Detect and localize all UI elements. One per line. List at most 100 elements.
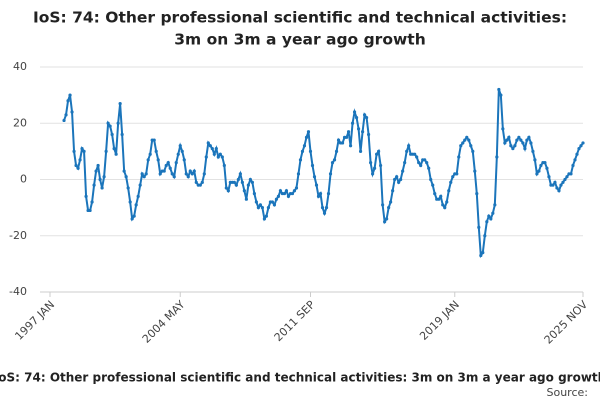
point — [262, 217, 267, 221]
point — [389, 200, 393, 204]
point — [324, 206, 329, 210]
point — [332, 158, 337, 162]
point — [417, 161, 421, 165]
point — [362, 113, 367, 117]
point — [561, 180, 565, 184]
point — [529, 141, 533, 145]
x-tick-label: 1997 JAN — [12, 298, 57, 343]
point — [164, 163, 168, 168]
point — [206, 141, 210, 145]
point — [503, 141, 507, 145]
point — [122, 169, 126, 173]
point — [330, 161, 335, 165]
point — [533, 158, 537, 162]
point — [511, 146, 515, 151]
point — [485, 220, 489, 224]
point — [344, 135, 349, 139]
point — [98, 177, 102, 182]
point — [497, 87, 501, 92]
point — [290, 191, 295, 196]
point — [210, 146, 214, 151]
point — [158, 172, 162, 176]
point — [110, 132, 114, 137]
point — [130, 217, 134, 221]
point — [531, 149, 535, 153]
point — [286, 194, 291, 198]
y-tick-label: -40 — [9, 285, 27, 298]
point — [340, 141, 345, 145]
point — [246, 183, 250, 187]
point — [581, 141, 585, 145]
point — [62, 118, 66, 123]
point — [385, 217, 389, 221]
point — [242, 189, 246, 193]
point — [116, 121, 120, 125]
point — [483, 234, 487, 238]
point — [517, 135, 521, 139]
point — [92, 183, 96, 187]
x-tick-label: 2019 JAN — [417, 298, 462, 343]
point — [182, 158, 186, 162]
point — [509, 144, 513, 148]
point — [579, 144, 583, 148]
point — [577, 146, 581, 151]
point — [539, 163, 543, 168]
point — [553, 180, 557, 184]
point — [336, 138, 341, 142]
y-tick-label: 0 — [20, 173, 27, 186]
point — [573, 158, 577, 162]
point — [350, 121, 355, 125]
point — [176, 152, 180, 156]
point — [146, 158, 150, 162]
point — [296, 172, 301, 176]
point — [128, 200, 132, 204]
point — [366, 132, 371, 137]
point — [443, 206, 447, 210]
point — [148, 152, 152, 156]
point — [513, 144, 517, 148]
point — [168, 166, 172, 170]
point — [449, 180, 453, 184]
point — [94, 169, 98, 173]
point — [266, 206, 271, 210]
point — [152, 138, 156, 142]
point — [457, 155, 461, 159]
point — [565, 175, 569, 179]
point — [276, 194, 281, 198]
point — [543, 161, 547, 165]
y-tick-label: 20 — [13, 116, 27, 129]
point — [310, 163, 315, 168]
point — [519, 138, 523, 142]
y-tick-label: -20 — [9, 229, 27, 242]
point — [154, 149, 158, 153]
point — [170, 172, 174, 176]
point — [156, 158, 160, 162]
x-tick-label: 2025 NOV — [542, 298, 591, 347]
point — [346, 130, 351, 134]
point — [234, 183, 238, 187]
point — [90, 200, 94, 204]
point — [190, 172, 194, 176]
point — [499, 93, 503, 97]
point — [441, 203, 445, 207]
point — [360, 130, 365, 134]
point — [78, 158, 82, 162]
point — [405, 149, 409, 153]
point — [88, 208, 92, 213]
point — [559, 183, 563, 187]
point — [507, 135, 511, 139]
point — [258, 203, 262, 207]
point — [274, 197, 279, 201]
point — [292, 189, 297, 193]
footer: IoS: 74: Other professional scientific a… — [0, 371, 600, 385]
point — [264, 214, 269, 218]
point — [200, 180, 204, 184]
point — [72, 149, 76, 153]
point — [102, 175, 106, 179]
point — [222, 163, 226, 168]
point — [136, 194, 140, 198]
point — [375, 152, 379, 156]
point — [66, 99, 70, 103]
point — [461, 141, 465, 145]
